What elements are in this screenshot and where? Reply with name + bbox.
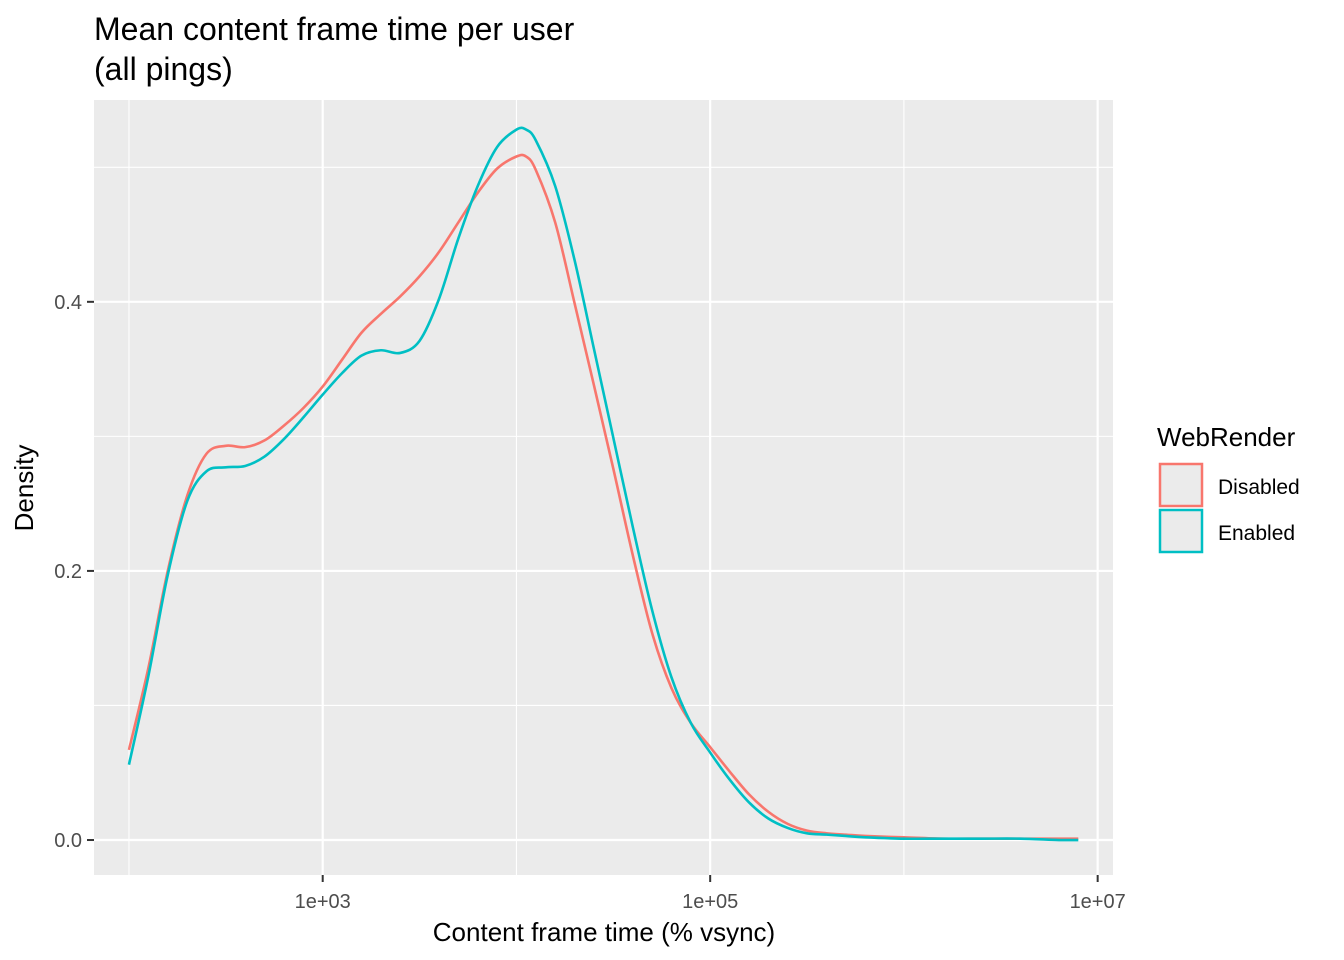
series-line-enabled: [127, 126, 1079, 842]
y-tick-label: 0.0: [54, 830, 82, 852]
legend-item-enabled: Enabled: [1158, 508, 1295, 554]
legend-item-disabled: Disabled: [1158, 462, 1300, 508]
y-tick-label: 0.4: [54, 292, 82, 314]
y-tick-label: 0.2: [54, 561, 82, 583]
x-axis: 1e+03 1e+05 1e+07: [295, 875, 1126, 913]
legend: WebRender Disabled Enabled: [1157, 422, 1300, 554]
legend-title: WebRender: [1157, 422, 1296, 452]
legend-label-enabled: Enabled: [1218, 522, 1295, 545]
y-axis-title: Density: [9, 445, 39, 532]
legend-key-disabled: [1158, 462, 1204, 508]
x-tick-label: 1e+03: [295, 891, 351, 913]
x-tick-label: 1e+05: [682, 891, 738, 913]
grid-major: [94, 100, 1113, 875]
grid-minor: [94, 100, 1113, 875]
series-lines: [127, 126, 1079, 842]
chart-subtitle: (all pings): [94, 51, 233, 87]
x-axis-title: Content frame time (% vsync): [433, 917, 775, 947]
plot-panel: [94, 100, 1113, 875]
legend-label-disabled: Disabled: [1218, 476, 1300, 499]
chart-title: Mean content frame time per user: [94, 11, 575, 47]
y-axis: 0.0 0.2 0.4: [54, 292, 94, 852]
x-tick-label: 1e+07: [1070, 891, 1126, 913]
legend-key-enabled: [1158, 508, 1204, 554]
